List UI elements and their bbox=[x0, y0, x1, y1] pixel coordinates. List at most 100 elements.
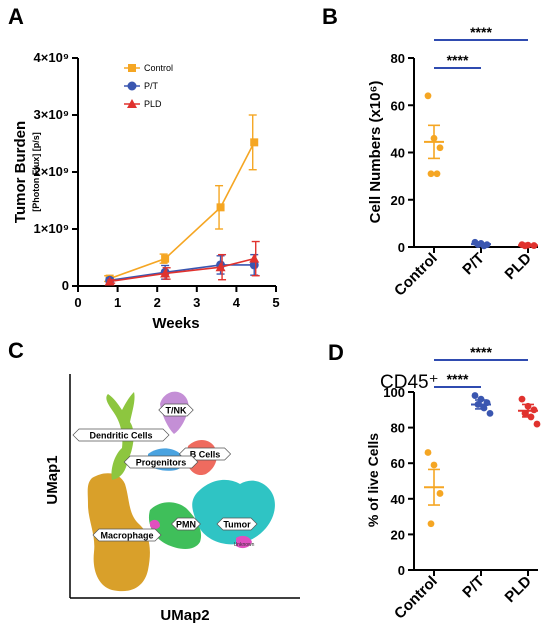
panel-d-x-tick-label: Control bbox=[391, 573, 441, 623]
panel-b-significance-label: **** bbox=[470, 24, 492, 40]
panel-d-y-tick-label: 0 bbox=[398, 563, 405, 578]
panel-d-data-point bbox=[477, 395, 485, 403]
umap-label-box bbox=[171, 517, 201, 531]
panel-b-y-tick-label: 60 bbox=[391, 98, 405, 113]
umap-label-progenitors: Progenitors bbox=[136, 458, 187, 468]
panel-a-x-tick-label: 4 bbox=[233, 295, 241, 310]
panel-b-y-tick-label: 80 bbox=[391, 51, 405, 66]
panel-b-x-tick-label: Control bbox=[391, 250, 441, 300]
panel-a-x-tick-label: 2 bbox=[154, 295, 161, 310]
panel-d-y-tick-label: 100 bbox=[383, 385, 405, 400]
panel-a-y-tick-label: 2×10⁹ bbox=[34, 164, 69, 179]
panel-d-y-tick-label: 20 bbox=[391, 527, 405, 542]
panel-b-x-tick-label: P/T bbox=[459, 250, 488, 279]
panel-d-x-tick-label: P/T bbox=[459, 573, 488, 602]
umap-label-macrophage: Macrophage bbox=[100, 531, 153, 541]
panel-b-significance-label: **** bbox=[447, 52, 469, 68]
panel-d-data-point bbox=[521, 409, 529, 417]
panel-d-y-tick-label: 60 bbox=[391, 456, 405, 471]
panel-d-y-label: % of live Cells bbox=[365, 433, 381, 527]
panel-b-data-point bbox=[474, 241, 482, 249]
panel-d-data-point bbox=[480, 404, 488, 412]
panel-a-point-PLD bbox=[249, 253, 260, 263]
umap-label-box bbox=[216, 517, 258, 531]
panel-a-y-label-line2: [Photon Flux] [p/s] bbox=[31, 132, 41, 211]
panel-a-point-Control bbox=[161, 254, 170, 263]
panel-d-x-tick-label: PLD bbox=[502, 573, 535, 606]
panel-a-x-label: Weeks bbox=[152, 315, 199, 332]
panel-a-point-P/T bbox=[249, 260, 259, 270]
panel-b-y-tick-label: 40 bbox=[391, 146, 405, 161]
panel-d-significance-label: **** bbox=[447, 371, 469, 387]
umap-x-label: UMap2 bbox=[160, 607, 209, 624]
panel-a-legend-label: P/T bbox=[144, 81, 159, 91]
panel-b-data-point bbox=[433, 170, 441, 178]
panel-a-line-chart: 0 1×10⁹ 2×10⁹ 3×10⁹ 4×10⁹ 0 1 2 3 4 5 Weeks Tumor… bbox=[12, 50, 280, 332]
panel-a-legend-marker bbox=[127, 99, 137, 108]
panel-d-significance-label: **** bbox=[470, 344, 492, 360]
umap-cluster-unknown-2 bbox=[150, 519, 160, 529]
panel-a-series-line-Control bbox=[109, 141, 255, 280]
umap-label-unknown: Unknown bbox=[234, 542, 255, 548]
panel-a-legend-marker bbox=[128, 64, 136, 72]
panel-d-title: CD45⁺ bbox=[380, 372, 439, 393]
panel-d-data-point bbox=[524, 402, 532, 410]
panel-b-data-point bbox=[480, 242, 488, 250]
panel-a-legend: Control P/T PLD bbox=[124, 63, 173, 109]
panel-d-data-point bbox=[527, 413, 535, 421]
panel-a-x-tick-label: 3 bbox=[193, 295, 200, 310]
panel-a-y-tick-label: 0 bbox=[62, 278, 69, 293]
umap-label-box bbox=[72, 428, 170, 442]
panel-b-data-point bbox=[427, 170, 435, 178]
umap-label-t-nk: T/NK bbox=[166, 406, 187, 416]
panel-a-point-PLD bbox=[160, 268, 171, 278]
panel-b-data-point bbox=[530, 242, 538, 249]
panel-b-data-point bbox=[424, 92, 432, 100]
panel-a-y-tick-label: 4×10⁹ bbox=[34, 50, 69, 65]
panel-a-legend-marker bbox=[127, 81, 137, 91]
panel-b-data-point bbox=[521, 242, 529, 250]
panel-a-y-label-line1: Tumor Burden bbox=[12, 121, 29, 223]
panel-d-data-point bbox=[533, 420, 541, 428]
panel-a-x-tick-label: 1 bbox=[114, 295, 121, 310]
panel-a-point-Control bbox=[216, 203, 225, 212]
panel-d-letter: D bbox=[328, 340, 344, 365]
panel-d-y-tick-label: 40 bbox=[391, 492, 405, 507]
panel-d-data-point bbox=[471, 392, 479, 399]
panel-a-y-tick-label: 3×10⁹ bbox=[34, 107, 69, 122]
umap-label-dendritic-cells: Dendritic Cells bbox=[89, 431, 152, 441]
panel-a-letter: A bbox=[8, 4, 24, 29]
panel-d-data-point bbox=[424, 449, 432, 456]
panel-d-data-point bbox=[486, 409, 494, 417]
panel-a-legend-label: PLD bbox=[144, 99, 162, 109]
panel-a-point-PLD bbox=[215, 262, 226, 272]
panel-d-data-point bbox=[483, 399, 491, 407]
panel-d-data-point bbox=[518, 395, 526, 403]
panel-d-data-point bbox=[474, 401, 482, 408]
panel-d-data-point bbox=[530, 406, 538, 414]
panel-b-y-label: Cell Numbers (x10⁶) bbox=[367, 81, 384, 224]
umap-label-b-cells: B Cells bbox=[190, 450, 221, 460]
panel-a-x-tick-label: 0 bbox=[74, 295, 81, 310]
umap-label-box bbox=[158, 403, 194, 417]
panel-b-letter: B bbox=[322, 4, 338, 29]
panel-a-x-tick-label: 5 bbox=[272, 295, 279, 310]
umap-cluster-unknown bbox=[236, 535, 252, 549]
panel-b-scatter-chart: 0 20 40 60 80 Control P/T PLD ******** Cell Nu… bbox=[367, 24, 538, 300]
umap-label-tumor: Tumor bbox=[223, 520, 251, 530]
panel-d-y-tick-label: 80 bbox=[391, 421, 405, 436]
panel-b-data-point bbox=[430, 134, 438, 142]
panel-d-data-point bbox=[436, 490, 444, 497]
panel-a-series-line-PLD bbox=[109, 257, 255, 283]
panel-a-series-line-P/T bbox=[109, 264, 255, 282]
panel-b-data-point bbox=[436, 144, 444, 152]
panel-a-legend-label: Control bbox=[144, 63, 173, 73]
umap-label-box bbox=[92, 528, 162, 542]
umap-cluster-dendritic-cells bbox=[106, 392, 135, 480]
umap-label-pmn: PMN bbox=[176, 520, 196, 530]
umap-y-label: UMap1 bbox=[44, 455, 61, 504]
panel-a-point-PLD bbox=[104, 276, 115, 286]
umap-cluster-tumor bbox=[192, 479, 275, 545]
umap-label-box bbox=[123, 455, 199, 469]
